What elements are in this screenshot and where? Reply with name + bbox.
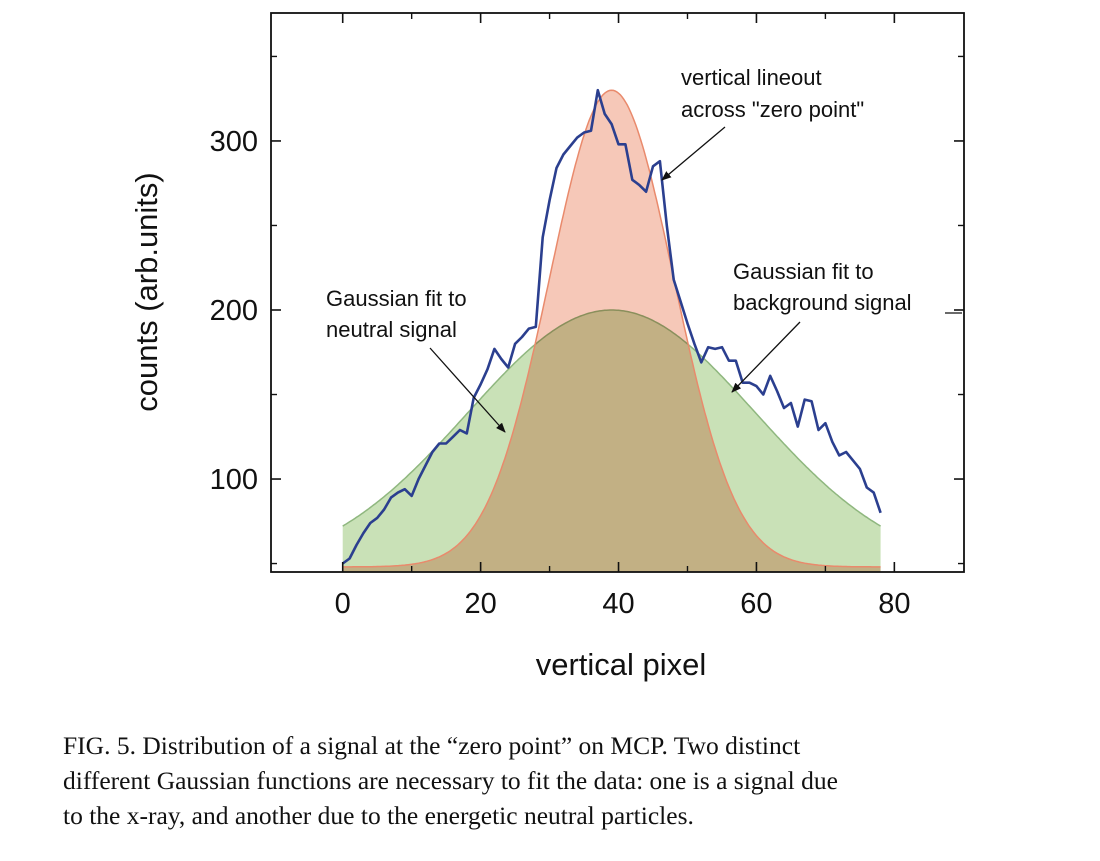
y-axis-label: counts (arb.units) <box>129 172 164 412</box>
figure-chart: 0 20 40 60 80 100 200 300 vertical pixel counts… <box>129 12 965 682</box>
background-gaussian-fill <box>342 90 881 572</box>
plot-frame <box>270 12 965 573</box>
annotation-neutral-line1: Gaussian fit to <box>326 286 467 311</box>
annotation-neutral-line2: neutral signal <box>326 317 457 342</box>
annotation-background-arrow <box>731 321 801 393</box>
annotation-neutral-arrow <box>429 347 506 433</box>
annotation-lineout-arrow <box>661 126 726 181</box>
background-gaussian-curve <box>342 89 881 568</box>
caption-line: FIG. 5. Distribution of a signal at the … <box>63 731 801 760</box>
caption-line: different Gaussian functions are necessa… <box>63 766 838 795</box>
x-tick-label: 60 <box>740 588 772 620</box>
y-tick-label: 200 <box>210 295 258 327</box>
caption-line: to the x-ray, and another due to the ene… <box>63 801 694 830</box>
lineout-series-line <box>341 88 882 565</box>
annotation-background-line1: Gaussian fit to <box>733 259 874 284</box>
x-tick-label: 40 <box>602 588 634 620</box>
x-axis-label: vertical pixel <box>536 647 707 682</box>
annotation-background-line2: background signal <box>733 290 912 315</box>
y-tick-label: 100 <box>210 464 258 496</box>
annotation-lineout-line1: vertical lineout <box>681 65 822 90</box>
x-tick-label: 80 <box>878 588 910 620</box>
annotation-lineout-line2: across "zero point" <box>681 97 864 122</box>
x-tick-label: 0 <box>335 588 351 620</box>
figure-caption: FIG. 5. Distribution of a signal at the … <box>63 728 1033 833</box>
y-tick-label: 300 <box>210 126 258 158</box>
x-tick-label: 20 <box>464 588 496 620</box>
